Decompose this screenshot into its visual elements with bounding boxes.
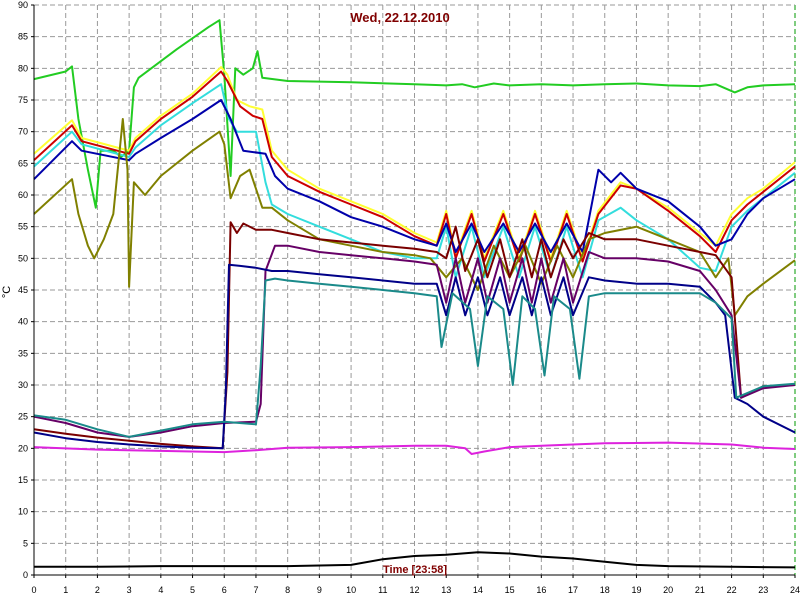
- x-tick-label: 17: [568, 585, 578, 595]
- x-tick-label: 11: [378, 585, 387, 595]
- x-tick-label: 7: [253, 585, 258, 595]
- series-line-5: [33, 99, 796, 253]
- y-tick-label: 55: [18, 222, 28, 232]
- series-line-9: [33, 263, 796, 450]
- y-tick-label: 85: [18, 32, 28, 42]
- x-tick-label: 4: [158, 585, 163, 595]
- x-tick-label: 22: [727, 585, 737, 595]
- x-tick-label: 16: [536, 585, 546, 595]
- grid-lines: [33, 4, 796, 576]
- series-line-6: [33, 118, 796, 317]
- y-tick-label: 80: [18, 63, 28, 73]
- y-tick-label: 30: [18, 380, 28, 390]
- y-tick-label: 5: [23, 538, 28, 548]
- y-tick-label: 35: [18, 348, 28, 358]
- y-tick-label: 45: [18, 285, 28, 295]
- y-tick-label: 75: [18, 95, 28, 105]
- y-tick-label: 10: [18, 507, 28, 517]
- y-tick-label: 40: [18, 317, 28, 327]
- x-tick-label: 6: [222, 585, 227, 595]
- y-axis-label: °C: [1, 286, 13, 298]
- x-tick-label: 21: [695, 585, 705, 595]
- series-line-2: [33, 66, 796, 260]
- x-tick-label: 18: [600, 585, 610, 595]
- series-line-12: [34, 551, 796, 569]
- x-tick-label: 15: [505, 585, 515, 595]
- series-line-4: [33, 83, 796, 279]
- x-tick-label: 20: [663, 585, 673, 595]
- x-tick-label: 5: [190, 585, 195, 595]
- x-axis-label: Time [23:58]: [383, 564, 447, 576]
- chart-title: Wed, 22.12.2010: [350, 10, 450, 25]
- axes: [31, 4, 796, 578]
- series-line-11: [33, 441, 796, 455]
- x-tick-label: 9: [317, 585, 322, 595]
- x-tick-label: 14: [473, 585, 483, 595]
- y-tick-label: 15: [18, 475, 28, 485]
- x-tick-label: 3: [127, 585, 132, 595]
- y-tick-label: 90: [18, 0, 28, 10]
- y-tick-label: 65: [18, 158, 28, 168]
- y-tick-label: 50: [18, 253, 28, 263]
- x-tick-label: 23: [758, 585, 768, 595]
- y-tick-labels: 0 5 10 15 20 25 30 35 40 45 50 55 60 65 70 75 80 85 90: [18, 0, 28, 580]
- x-tick-labels: 0 1 2 3 4 5 6 7 8 9 10 11 12 13 14 15 16 17 18 19 20 21 22 23 24: [31, 585, 800, 595]
- x-tick-label: 8: [285, 585, 290, 595]
- series-lines: [33, 19, 796, 569]
- x-tick-label: 12: [409, 585, 419, 595]
- series-line-10: [33, 277, 796, 438]
- y-tick-label: 0: [23, 570, 28, 580]
- x-tick-label: 2: [95, 585, 100, 595]
- y-tick-label: 70: [18, 127, 28, 137]
- x-tick-label: 0: [31, 585, 36, 595]
- x-tick-label: 19: [631, 585, 641, 595]
- y-tick-label: 25: [18, 412, 28, 422]
- x-tick-label: 1: [63, 585, 68, 595]
- x-tick-label: 10: [346, 585, 356, 595]
- y-tick-label: 60: [18, 190, 28, 200]
- y-tick-label: 20: [18, 443, 28, 453]
- x-tick-label: 13: [441, 585, 451, 595]
- series-line-3: [33, 70, 796, 263]
- x-tick-label: 24: [790, 585, 800, 595]
